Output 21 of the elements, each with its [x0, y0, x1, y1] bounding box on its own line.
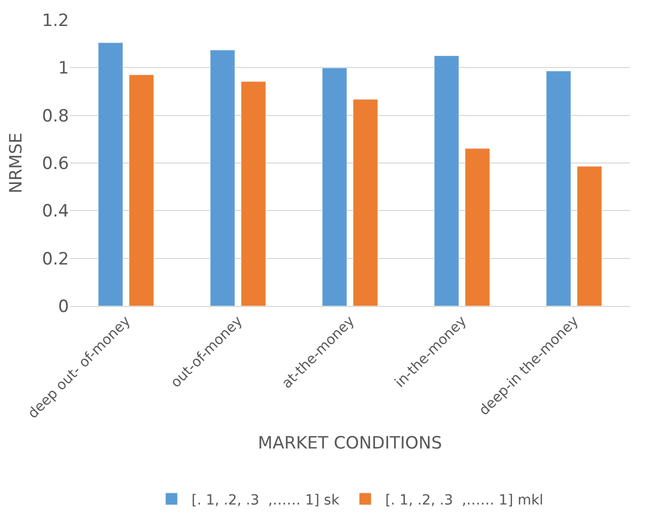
bar [98, 42, 124, 306]
y-tick-label: 0.2 [42, 249, 69, 270]
bar [128, 74, 154, 306]
bar [464, 148, 490, 306]
x-axis-title: MARKET CONDITIONS [258, 433, 442, 454]
bar [434, 56, 460, 306]
bar [576, 166, 602, 306]
y-tick-label: 0.8 [42, 106, 69, 126]
y-tick-label: 0 [58, 296, 69, 317]
legend-label: [. 1, .2, .3 ,…… 1] mkl [385, 492, 544, 508]
y-tick-label: 1 [58, 58, 69, 79]
y-tick-label: 0.4 [42, 202, 69, 222]
bar [240, 81, 266, 306]
legend-label: [. 1, .2, .3 ,…… 1] sk [192, 492, 340, 508]
y-tick-label: 1.2 [42, 10, 69, 31]
y-axis-title: NRMSE [6, 132, 27, 194]
bar [352, 99, 378, 306]
y-tick-label: 0.6 [42, 154, 69, 174]
bar [322, 68, 348, 306]
bar [210, 50, 236, 306]
bar [546, 70, 572, 306]
